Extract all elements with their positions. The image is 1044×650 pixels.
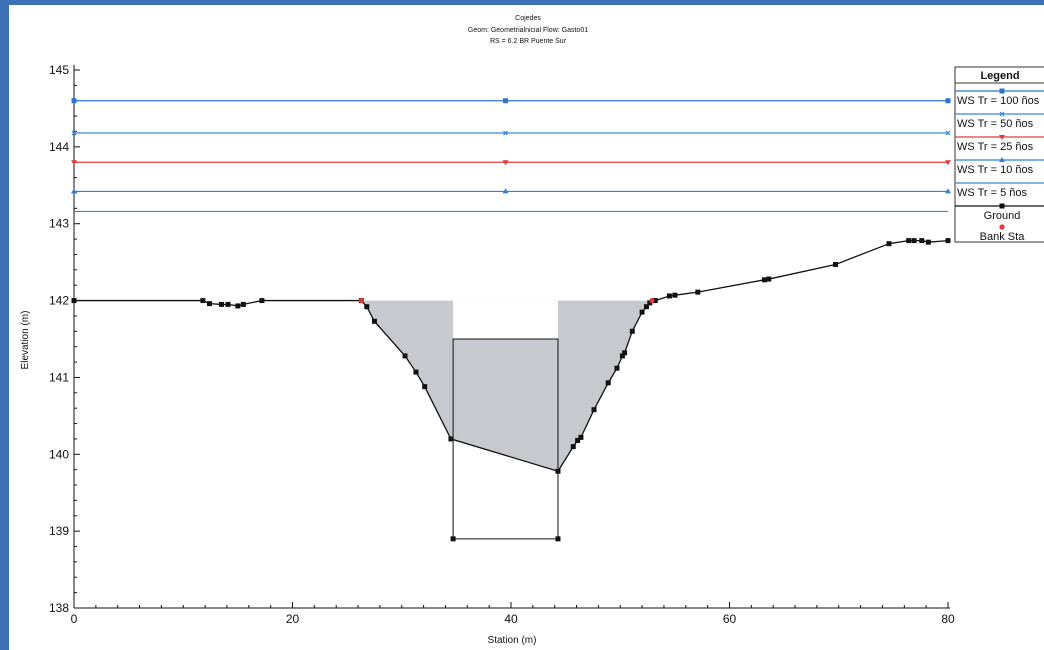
ground-point (364, 304, 370, 310)
legend-marker (999, 135, 1005, 140)
legend-entry-label: WS Tr = 5 ños (957, 187, 1027, 199)
ground-point (235, 303, 241, 309)
bridge-bed-point (450, 536, 456, 542)
legend-entry-label: WS Tr = 10 ños (957, 164, 1034, 176)
ground-point (555, 468, 561, 474)
ground-point (666, 293, 672, 299)
ground-point (619, 353, 625, 359)
y-tick-label: 144 (49, 140, 69, 154)
water-surface-marker (71, 160, 77, 166)
chart-subtitle-geometry: Geom: Geometrialnicial Flow: Gasto01 (468, 27, 588, 34)
bank-station-point (649, 297, 655, 304)
chart-subtitle-river-station: RS = 6.2 BR Puente Sur (490, 38, 567, 45)
ground-point (911, 238, 917, 244)
ground-point (652, 298, 658, 304)
water-surface-marker (945, 98, 951, 104)
legend-marker (999, 111, 1005, 117)
y-tick-label: 139 (49, 524, 69, 538)
ground-point (605, 380, 611, 386)
x-tick-label: 20 (286, 612, 300, 626)
ground-point (761, 277, 767, 283)
ground-point (402, 353, 408, 359)
ground-point (422, 384, 428, 390)
bridge-deck (453, 300, 558, 339)
legend-entry-label: WS Tr = 100 ños (957, 95, 1040, 107)
legend: Legend WS Tr = 100 ños WS Tr = 50 ños WS T… (954, 66, 1044, 243)
ground-point (591, 407, 597, 413)
y-tick-label: 140 (49, 447, 69, 461)
water-surface-marker (71, 188, 77, 194)
ground-point (919, 238, 925, 244)
chart-title: Cojedes (515, 15, 541, 22)
y-tick-label: 143 (49, 217, 69, 231)
water-surface-marker (71, 130, 77, 136)
ground-point (413, 369, 419, 375)
ground-point (832, 261, 838, 267)
water-surface-marker (945, 130, 951, 136)
ground-point (643, 304, 649, 310)
ground-point (259, 298, 265, 304)
ground-point (225, 301, 231, 307)
ground-point (218, 301, 224, 307)
ground-point (240, 301, 246, 307)
y-tick-label: 141 (49, 370, 69, 384)
x-tick-label: 60 (723, 612, 737, 626)
water-surface-marker (71, 98, 77, 104)
ground-point (622, 350, 628, 356)
ground-point (575, 437, 581, 443)
x-tick-label: 40 (504, 612, 518, 626)
legend-marker (999, 88, 1005, 94)
ground-point (71, 298, 77, 304)
ground-point (945, 238, 951, 244)
ground-point (906, 238, 912, 244)
legend-entry-label: WS Tr = 50 ños (957, 118, 1034, 130)
legend-entry-label: Ground (984, 210, 1021, 222)
bridge-bed-point (555, 536, 561, 542)
ground-point (448, 436, 454, 442)
flow-area (361, 300, 652, 472)
ground-point (672, 292, 678, 298)
bridge-deck-outline (452, 338, 559, 472)
ground-point (647, 300, 653, 306)
water-surface-marker (945, 188, 951, 194)
legend-marker (999, 203, 1005, 209)
water-surface-marker (502, 160, 509, 166)
legend-title: Legend (980, 70, 1019, 82)
ground-point (639, 309, 645, 315)
y-tick-label: 145 (49, 63, 69, 77)
ground-point (629, 328, 635, 334)
ground-point (614, 365, 620, 371)
water-surface-marker (945, 160, 951, 166)
y-axis-label: Elevation (m) (20, 311, 31, 370)
ground-point (200, 298, 206, 304)
bank-station-point (358, 297, 364, 304)
legend-marker (999, 224, 1005, 230)
water-surface-marker (502, 188, 509, 194)
ground-point (371, 318, 377, 324)
ground-point (570, 444, 576, 450)
x-axis-label: Station (m) (488, 635, 537, 646)
legend-marker (999, 157, 1005, 162)
x-tick-label: 0 (71, 612, 78, 626)
ground-point (766, 276, 772, 282)
y-tick-label: 142 (49, 294, 69, 308)
legend-entry-label: WS Tr = 25 ños (957, 141, 1034, 153)
legend-box (954, 66, 1044, 243)
x-tick-label: 80 (941, 612, 955, 626)
ground-point (206, 301, 212, 307)
bridge-opening-outline (452, 438, 559, 540)
ground-point (925, 239, 931, 245)
water-surface-marker (503, 130, 508, 136)
ground-point (578, 434, 584, 440)
water-surface-marker (503, 98, 509, 104)
plot-area: 138 139 140 141 142 143 144 145 0 20 40 60 80 (49, 63, 955, 626)
ground-point (695, 289, 701, 295)
ground-point (886, 241, 892, 247)
y-tick-label: 138 (49, 601, 69, 615)
legend-entry-label: Bank Sta (980, 231, 1026, 243)
